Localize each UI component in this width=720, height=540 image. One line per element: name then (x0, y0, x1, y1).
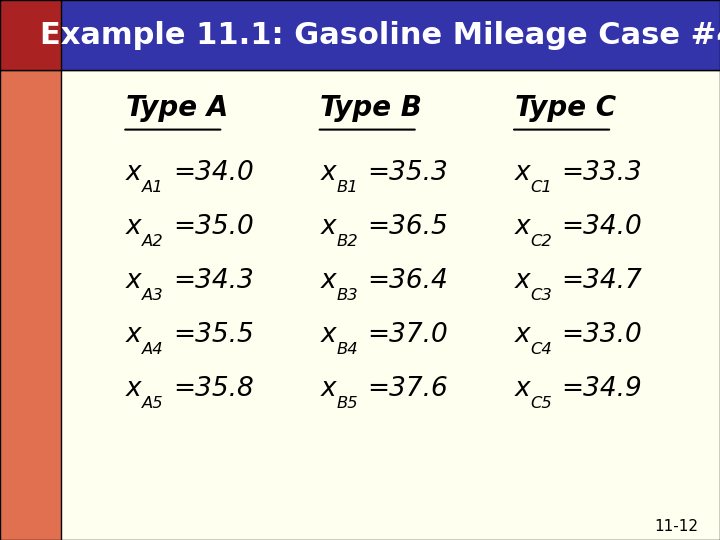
Text: A2: A2 (142, 234, 163, 249)
Text: =34.0: =34.0 (173, 160, 253, 186)
Text: x: x (320, 376, 336, 402)
Text: x: x (320, 214, 336, 240)
FancyBboxPatch shape (0, 70, 720, 540)
Text: x: x (515, 376, 531, 402)
Text: x: x (126, 376, 142, 402)
Text: =35.8: =35.8 (173, 376, 253, 402)
Text: x: x (320, 160, 336, 186)
Text: B1: B1 (336, 180, 358, 195)
FancyBboxPatch shape (0, 0, 720, 70)
Text: B4: B4 (336, 342, 358, 357)
Text: =34.3: =34.3 (173, 268, 253, 294)
Text: Type A: Type A (126, 94, 228, 122)
Text: C1: C1 (531, 180, 552, 195)
Text: x: x (515, 268, 531, 294)
Text: C5: C5 (531, 396, 552, 411)
Text: Example 11.1: Gasoline Mileage Case #4: Example 11.1: Gasoline Mileage Case #4 (40, 21, 720, 50)
Text: =34.0: =34.0 (562, 214, 642, 240)
Text: =34.7: =34.7 (562, 268, 642, 294)
Text: B5: B5 (336, 396, 358, 411)
Text: C2: C2 (531, 234, 552, 249)
Text: x: x (126, 214, 142, 240)
Text: =35.3: =35.3 (367, 160, 448, 186)
Text: A5: A5 (142, 396, 163, 411)
Text: =36.4: =36.4 (367, 268, 448, 294)
Text: A3: A3 (142, 288, 163, 303)
Text: A1: A1 (142, 180, 163, 195)
Text: 11-12: 11-12 (654, 519, 698, 534)
Text: C4: C4 (531, 342, 552, 357)
Text: =33.3: =33.3 (562, 160, 642, 186)
Text: x: x (515, 322, 531, 348)
Text: =35.5: =35.5 (173, 322, 253, 348)
FancyBboxPatch shape (0, 0, 61, 70)
Text: A4: A4 (142, 342, 163, 357)
Text: =36.5: =36.5 (367, 214, 448, 240)
Text: C3: C3 (531, 288, 552, 303)
Text: =37.0: =37.0 (367, 322, 448, 348)
Text: Type B: Type B (320, 94, 422, 122)
Text: x: x (320, 268, 336, 294)
Text: B3: B3 (336, 288, 358, 303)
Text: x: x (320, 322, 336, 348)
Text: Type C: Type C (515, 94, 616, 122)
Text: x: x (126, 322, 142, 348)
Text: B2: B2 (336, 234, 358, 249)
Text: =33.0: =33.0 (562, 322, 642, 348)
Text: x: x (126, 160, 142, 186)
Text: =37.6: =37.6 (367, 376, 448, 402)
Text: =35.0: =35.0 (173, 214, 253, 240)
Text: x: x (126, 268, 142, 294)
FancyBboxPatch shape (0, 70, 61, 540)
Text: =34.9: =34.9 (562, 376, 642, 402)
Text: x: x (515, 214, 531, 240)
Text: x: x (515, 160, 531, 186)
